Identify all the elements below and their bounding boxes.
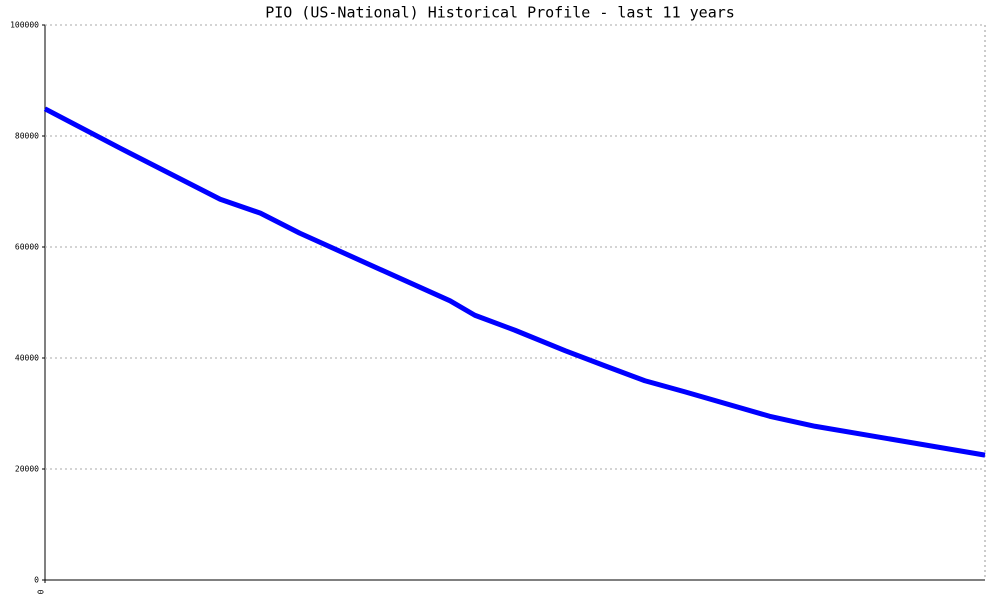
y-tick-label: 40000: [15, 354, 39, 363]
y-tick-label: 100000: [10, 21, 39, 30]
y-tick-label: 80000: [15, 132, 39, 141]
chart-title: PIO (US-National) Historical Profile - l…: [265, 4, 735, 22]
y-tick-label: 60000: [15, 243, 39, 252]
y-tick-label: 20000: [15, 465, 39, 474]
y-tick-label: 0: [34, 576, 39, 585]
x-tick-label: 0: [37, 589, 46, 594]
data-line: [43, 106, 986, 458]
